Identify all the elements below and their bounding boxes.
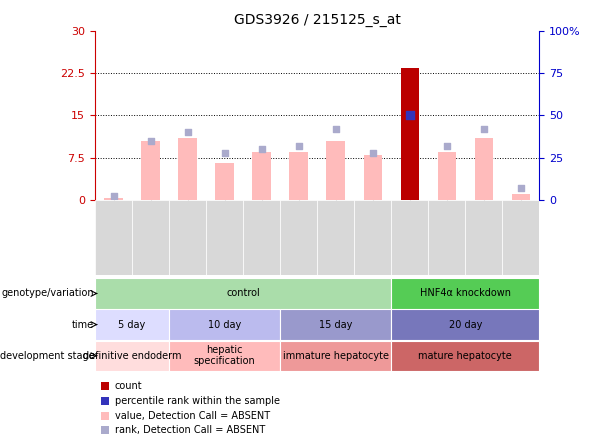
Text: count: count bbox=[115, 381, 142, 391]
Bar bbox=[280, 200, 318, 275]
Text: control: control bbox=[226, 289, 260, 298]
Text: hepatic
specification: hepatic specification bbox=[194, 345, 256, 366]
Bar bbox=[215, 163, 234, 200]
Bar bbox=[169, 200, 206, 275]
Bar bbox=[95, 309, 169, 340]
Bar bbox=[438, 152, 456, 200]
Bar bbox=[318, 200, 354, 275]
Bar bbox=[327, 141, 345, 200]
Text: definitive endoderm: definitive endoderm bbox=[83, 351, 181, 361]
Bar bbox=[391, 278, 539, 309]
Point bbox=[183, 129, 192, 136]
Bar bbox=[512, 194, 530, 200]
Bar bbox=[465, 200, 503, 275]
Text: immature hepatocyte: immature hepatocyte bbox=[283, 351, 389, 361]
Point bbox=[442, 142, 452, 149]
Text: HNF4α knockdown: HNF4α knockdown bbox=[420, 289, 511, 298]
Text: mature hepatocyte: mature hepatocyte bbox=[419, 351, 512, 361]
Text: 20 day: 20 day bbox=[449, 320, 482, 329]
Point bbox=[146, 137, 156, 144]
Bar bbox=[243, 200, 280, 275]
Point bbox=[479, 125, 489, 132]
Bar bbox=[400, 67, 419, 200]
Bar bbox=[178, 138, 197, 200]
Bar bbox=[391, 200, 428, 275]
Text: rank, Detection Call = ABSENT: rank, Detection Call = ABSENT bbox=[115, 425, 265, 435]
Bar bbox=[142, 141, 160, 200]
Bar bbox=[169, 309, 280, 340]
Point bbox=[405, 112, 415, 119]
Text: 15 day: 15 day bbox=[319, 320, 352, 329]
Point bbox=[516, 184, 526, 191]
Bar bbox=[354, 200, 391, 275]
Text: time: time bbox=[72, 320, 94, 329]
Text: value, Detection Call = ABSENT: value, Detection Call = ABSENT bbox=[115, 411, 270, 420]
Bar bbox=[104, 198, 123, 200]
Bar bbox=[132, 200, 169, 275]
Bar bbox=[169, 341, 280, 371]
Bar bbox=[95, 200, 132, 275]
Text: 10 day: 10 day bbox=[208, 320, 242, 329]
Bar bbox=[280, 309, 391, 340]
Text: percentile rank within the sample: percentile rank within the sample bbox=[115, 396, 280, 406]
Text: 5 day: 5 day bbox=[118, 320, 146, 329]
Point bbox=[257, 146, 267, 153]
Point bbox=[331, 125, 341, 132]
Bar bbox=[95, 341, 169, 371]
Point bbox=[219, 149, 229, 156]
Bar bbox=[391, 341, 539, 371]
Bar bbox=[503, 200, 539, 275]
Bar bbox=[474, 138, 493, 200]
Bar bbox=[206, 200, 243, 275]
Point bbox=[368, 149, 378, 156]
Point bbox=[294, 142, 303, 149]
Bar bbox=[253, 152, 271, 200]
Bar bbox=[280, 341, 391, 371]
Bar bbox=[289, 152, 308, 200]
Bar bbox=[364, 155, 382, 200]
Bar bbox=[428, 200, 465, 275]
Bar bbox=[391, 309, 539, 340]
Title: GDS3926 / 215125_s_at: GDS3926 / 215125_s_at bbox=[234, 13, 401, 27]
Text: genotype/variation: genotype/variation bbox=[2, 289, 94, 298]
Point bbox=[109, 193, 118, 200]
Text: development stage: development stage bbox=[0, 351, 94, 361]
Bar bbox=[95, 278, 391, 309]
